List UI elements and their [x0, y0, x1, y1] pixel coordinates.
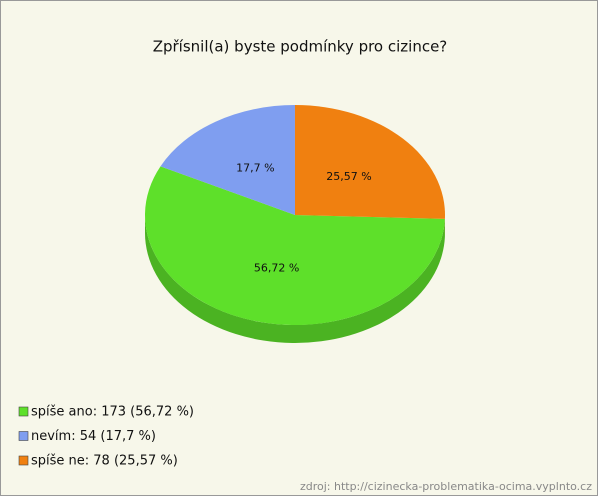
legend-swatch — [18, 431, 29, 441]
slice-label: 17,7 % — [236, 161, 274, 174]
slice — [160, 105, 295, 215]
slice — [144, 166, 445, 325]
legend-label: spíše ano: 173 (56,72 %) — [31, 405, 194, 420]
slice-label: 56,72 % — [254, 261, 299, 274]
legend-swatch — [18, 406, 29, 417]
legend-swatch — [18, 455, 29, 466]
legend-label: nevím: 54 (17,7 %) — [31, 429, 156, 444]
slice-side — [145, 215, 445, 344]
slice — [294, 105, 445, 219]
source: zdroj: http://cizinecka-problematika-oci… — [300, 480, 592, 493]
chart-title: Zpřísnil(a) byste podmínky pro cizince? — [153, 38, 448, 56]
legend-label: spíše ne: 78 (25,57 %) — [31, 454, 178, 469]
slice-label: 25,57 % — [326, 170, 371, 183]
